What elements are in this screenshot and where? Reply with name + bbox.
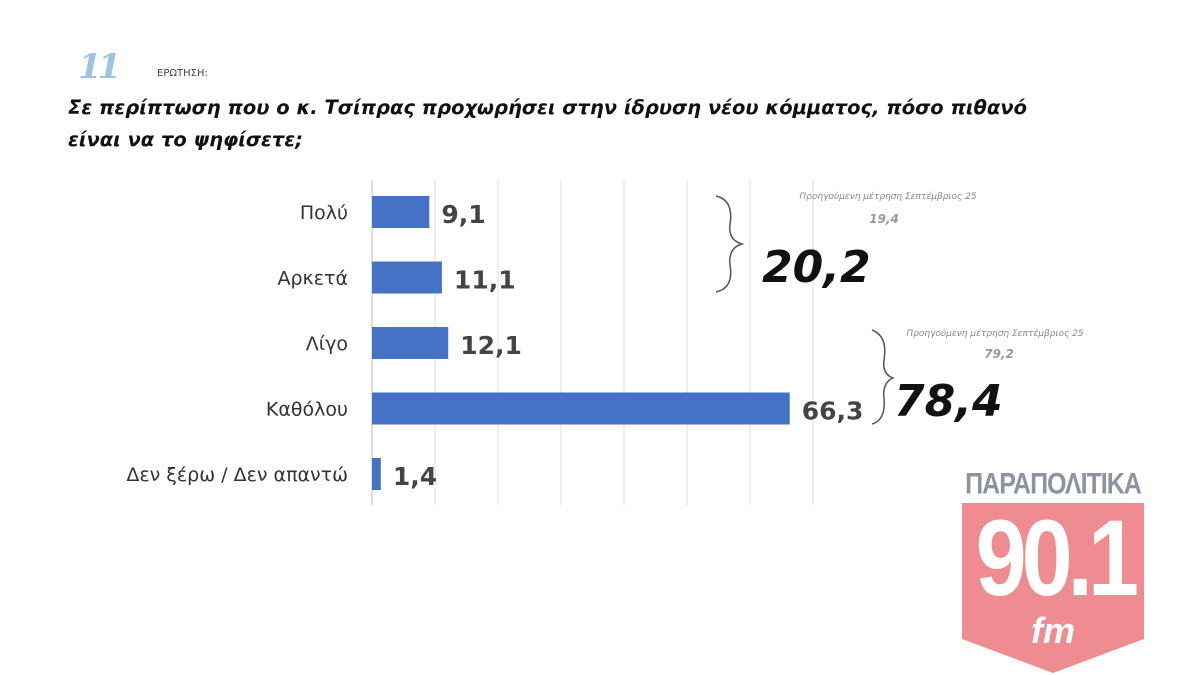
bar [372, 327, 449, 359]
logo-shield: 90.1 fm [962, 503, 1144, 673]
value-label: 66,3 [802, 397, 864, 426]
bar [372, 261, 442, 294]
previous-measurement-label: Προηγούμενη μέτρηση Σεπτέμβριος 25 [906, 328, 1083, 339]
brace-icon [715, 195, 745, 293]
value-label: 9,1 [441, 200, 485, 229]
logo-frequency: 90.1 [975, 497, 1139, 618]
radio-logo: ΠΑΡΑΠΟΛΙΤΙΚΑ 90.1 fm [962, 467, 1144, 673]
bar [372, 392, 790, 425]
chart-title: Σε περίπτωση που ο κ. Τσίπρας προχωρήσει… [68, 96, 1027, 151]
category-label: Λίγο [306, 333, 348, 355]
brace-icon [871, 329, 895, 425]
bar [372, 196, 430, 228]
category-label: Δεν ξέρω / Δεν απαντώ [126, 464, 348, 486]
previous-measurement-value: 79,2 [984, 347, 1014, 361]
group-total: 20,2 [762, 242, 871, 293]
previous-measurement-value: 19,4 [869, 212, 899, 226]
category-label: Αρκετά [278, 268, 349, 290]
logo-band: fm [1031, 610, 1075, 651]
group-total: 78,4 [894, 376, 1003, 427]
category-label: Καθόλου [266, 399, 348, 421]
question-label: ΕΡΩΤΗΣΗ: [157, 68, 208, 79]
previous-measurement-label: Προηγούμενη μέτρηση Σεπτέμβριος 25 [799, 191, 976, 202]
value-label: 11,1 [454, 266, 516, 295]
value-label: 1,4 [393, 462, 437, 491]
logo-brand: ΠΑΡΑΠΟΛΙΤΙΚΑ [965, 467, 1142, 501]
value-label: 12,1 [460, 331, 522, 360]
question-number: 11 [78, 47, 121, 87]
bar [372, 458, 381, 490]
category-label: Πολύ [300, 202, 348, 224]
